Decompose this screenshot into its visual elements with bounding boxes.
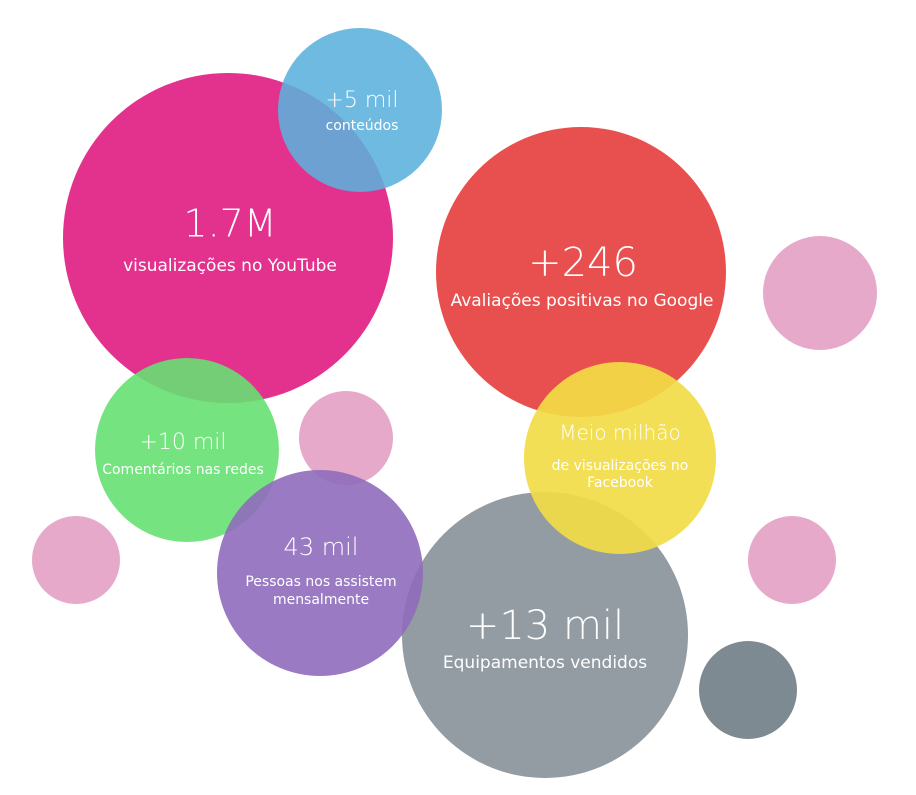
- bubble-value: +246: [528, 240, 638, 286]
- bubble-value: 43 mil: [284, 533, 359, 561]
- decor-bubble: [748, 516, 836, 604]
- audience-bubble: [217, 470, 423, 676]
- bubble-label: Facebook: [587, 475, 654, 491]
- content-bubble: [278, 28, 442, 192]
- equipment-bubble: [402, 492, 688, 778]
- decor-bubble: [699, 641, 797, 739]
- decor-bubble: [299, 391, 393, 485]
- bubble-value: +5 mil: [325, 88, 398, 113]
- bubble-label: de visualizações no: [552, 458, 689, 474]
- decor-bubble: [763, 236, 877, 350]
- bubble-label: visualizações no YouTube: [123, 256, 337, 276]
- bubble-label: Equipamentos vendidos: [443, 653, 647, 673]
- google-bubble: [436, 127, 726, 417]
- bubble-value: +10 mil: [139, 430, 226, 455]
- bubble-value: +13 mil: [466, 603, 624, 649]
- decor-bubble: [32, 516, 120, 604]
- facebook-bubble: [524, 362, 716, 554]
- bubble-value: Meio milhão: [559, 421, 680, 445]
- comments-bubble: [95, 358, 279, 542]
- bubble-value: 1.7M: [183, 202, 276, 246]
- bubble-label: Pessoas nos assistem: [245, 574, 396, 590]
- bubble-label: Comentários nas redes: [102, 462, 264, 478]
- bubble-label: Avaliações positivas no Google: [451, 291, 714, 311]
- bubble-label: mensalmente: [273, 592, 369, 608]
- bubble-label: conteúdos: [326, 118, 399, 134]
